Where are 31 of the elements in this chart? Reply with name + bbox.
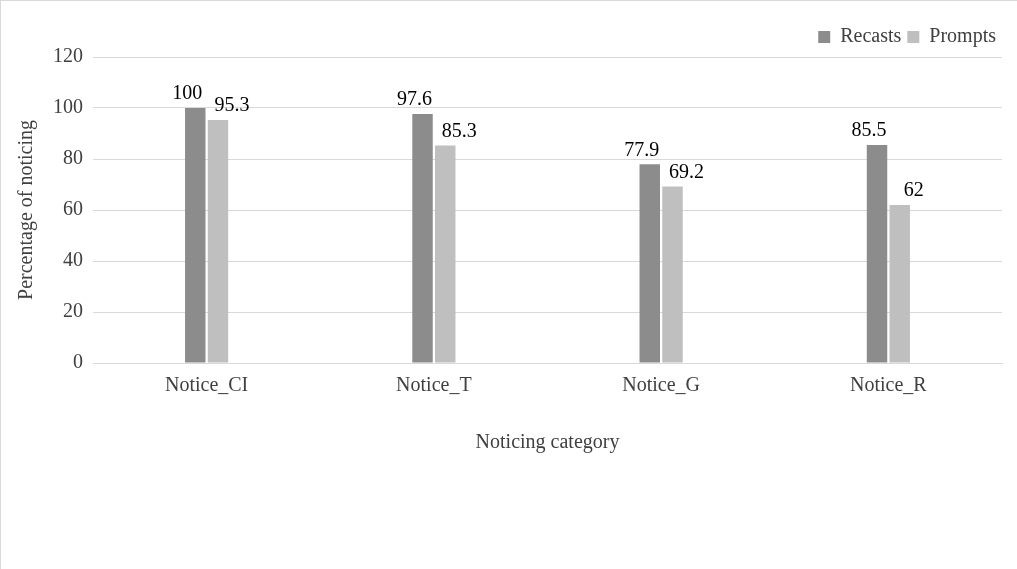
data-label: 85.3 [441, 118, 477, 141]
y-tick-label: 60 [63, 197, 83, 220]
data-label: 97.6 [397, 87, 433, 110]
bar [662, 186, 683, 363]
x-tick-label: Notice_T [396, 373, 472, 396]
y-axis-title: Percentage of noticing [14, 120, 38, 300]
bar [185, 108, 206, 363]
x-tick-label: Notice_CI [164, 373, 249, 396]
data-label: 85.5 [851, 118, 887, 141]
x-tick-label: Notice_G [622, 373, 701, 396]
y-tick-label: 80 [63, 146, 83, 169]
data-label: 77.9 [624, 137, 660, 160]
data-label: 62 [903, 178, 924, 201]
bar [207, 119, 229, 363]
data-label: 100 [172, 81, 203, 104]
bar [435, 145, 456, 363]
x-axis-title: Noticing category [475, 430, 620, 454]
y-tick-label: 0 [73, 350, 83, 373]
y-tick-label: 100 [53, 95, 83, 118]
bar [412, 114, 433, 363]
legend-label: Recasts [840, 24, 902, 47]
x-tick-label: Notice_R [850, 373, 928, 396]
bar [866, 144, 888, 363]
y-tick-label: 40 [63, 248, 83, 271]
y-tick-label: 20 [63, 299, 83, 322]
data-label: 69.2 [668, 159, 704, 182]
y-tick-label: 120 [53, 44, 83, 67]
legend-label: Prompts [929, 24, 997, 48]
data-label: 95.3 [214, 93, 250, 116]
bar [889, 204, 910, 363]
bar [639, 164, 660, 363]
